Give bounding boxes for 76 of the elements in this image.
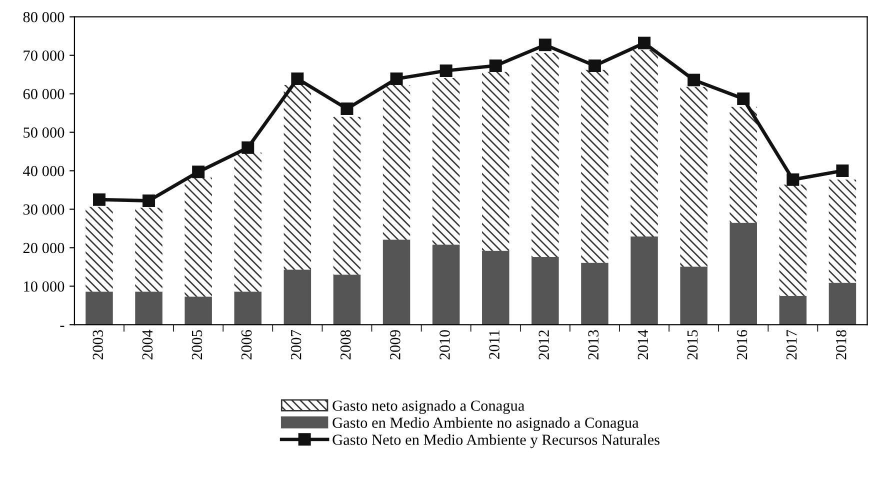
x-tick-label: 2011 — [489, 330, 500, 359]
bar — [86, 206, 113, 292]
legend-label: Gasto en Medio Ambiente no asignado a Conagua — [332, 417, 639, 432]
point — [192, 166, 205, 178]
y-tick-label: 10 000 — [24, 281, 64, 292]
bar — [184, 178, 212, 297]
x-tick-label: 2004 — [142, 330, 153, 360]
legend-label: Gasto Neto en Medio Ambiente y Recursos Naturales — [332, 434, 660, 448]
bar — [333, 274, 361, 325]
y-tick-label: 50 000 — [24, 127, 64, 138]
y-tick-label: 40 000 — [23, 166, 64, 176]
bar — [234, 292, 262, 325]
point — [340, 102, 354, 116]
point — [440, 64, 452, 77]
x-tick-label: 2015 — [687, 330, 698, 360]
bar — [234, 152, 262, 292]
bar — [779, 296, 807, 325]
point — [688, 74, 700, 86]
x-tick-label: 2010 — [440, 330, 450, 360]
bar — [86, 292, 113, 325]
bar — [482, 72, 510, 251]
x-tick-label: 2017 — [786, 330, 797, 360]
x-tick-label: 2016 — [736, 330, 748, 360]
bar — [730, 106, 757, 223]
x-tick-label: 2009 — [390, 330, 400, 360]
bar — [730, 222, 757, 325]
point — [242, 141, 254, 154]
bar — [532, 53, 559, 257]
bar — [382, 84, 410, 240]
bar — [680, 86, 708, 267]
bar — [828, 180, 856, 283]
x-tick-label: 2007 — [290, 330, 302, 360]
x-tick-label: 2014 — [638, 330, 648, 360]
x-tick-label: 2012 — [538, 330, 549, 360]
legend-label: Gasto neto asignado a Conagua — [332, 400, 524, 414]
point — [588, 59, 601, 72]
bar — [630, 236, 658, 325]
y-tick-label: 70 000 — [24, 50, 64, 61]
bar — [333, 116, 361, 275]
point — [638, 36, 651, 50]
x-tick-label: 2005 — [192, 330, 202, 360]
point — [390, 72, 403, 86]
point — [786, 173, 800, 186]
bar — [432, 78, 460, 245]
bar — [382, 240, 410, 325]
y-tick-label: 30 000 — [23, 204, 64, 215]
bar — [135, 292, 162, 325]
bar — [284, 270, 312, 325]
x-tick-label: 2013 — [588, 330, 599, 360]
bar — [284, 84, 312, 270]
point — [92, 193, 106, 206]
bar — [432, 244, 460, 325]
bar — [581, 70, 608, 263]
bar — [482, 250, 510, 325]
y-tick-label: 80 000 — [23, 12, 64, 22]
bar — [828, 282, 856, 325]
x-tick-label: 2018 — [836, 330, 846, 360]
x-tick-label: 2003 — [92, 330, 104, 360]
y-tick-label: - — [60, 326, 64, 327]
point — [538, 38, 552, 52]
bar — [680, 266, 708, 325]
point — [737, 92, 750, 106]
point — [489, 59, 502, 72]
bar — [630, 50, 658, 237]
point — [142, 194, 156, 208]
bar — [532, 256, 559, 325]
bar — [581, 262, 608, 325]
bar — [184, 296, 212, 325]
point — [291, 72, 304, 86]
bar — [779, 184, 807, 296]
x-tick-label: 2008 — [340, 330, 351, 360]
y-tick-label: 60 000 — [23, 88, 64, 100]
point — [836, 164, 849, 178]
bar — [135, 208, 162, 292]
y-tick-label: 20 000 — [23, 242, 64, 254]
x-tick-label: 2006 — [241, 330, 252, 360]
